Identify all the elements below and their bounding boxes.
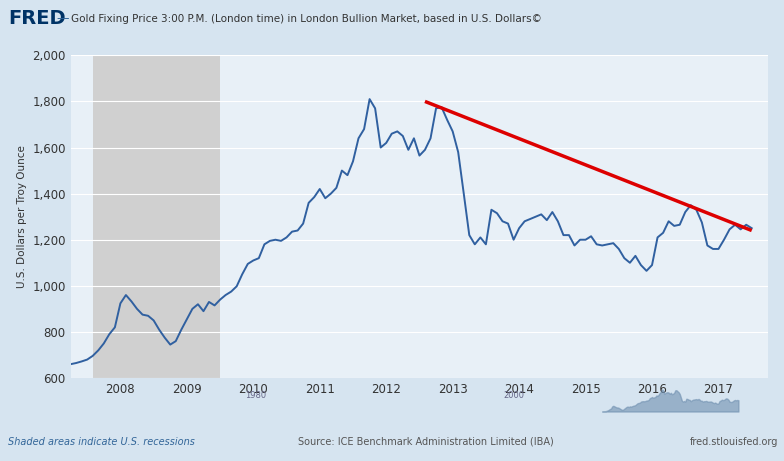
Text: 1980: 1980 [245, 390, 266, 400]
Text: 2000: 2000 [503, 390, 524, 400]
Text: fred.stlouisfed.org: fred.stlouisfed.org [690, 437, 779, 447]
Y-axis label: U.S. Dollars per Troy Ounce: U.S. Dollars per Troy Ounce [16, 145, 27, 288]
Text: —: — [56, 12, 69, 25]
Text: Source: ICE Benchmark Administration Limited (IBA): Source: ICE Benchmark Administration Lim… [298, 437, 554, 447]
Text: Shaded areas indicate U.S. recessions: Shaded areas indicate U.S. recessions [8, 437, 194, 447]
Text: Gold Fixing Price 3:00 P.M. (London time) in London Bullion Market, based in U.S: Gold Fixing Price 3:00 P.M. (London time… [71, 14, 542, 24]
Bar [93, 55, 220, 378]
Text: FRED: FRED [8, 9, 66, 28]
